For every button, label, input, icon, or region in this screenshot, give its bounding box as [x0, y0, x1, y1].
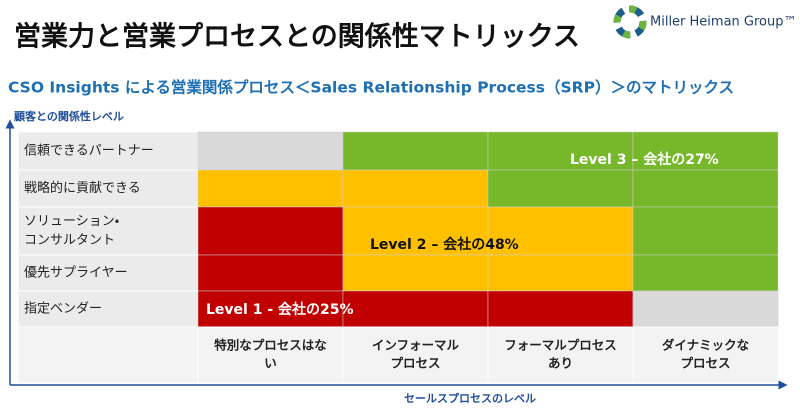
- corner-cell: [17, 326, 199, 384]
- matrix-cell: [632, 290, 779, 328]
- column-label: インフォーマル: [372, 338, 460, 353]
- column-label: フォーマルプロセス: [504, 338, 617, 353]
- title: 営業力と営業プロセスとの関係性マトリックス: [14, 21, 580, 53]
- matrix: 信頼できるパートナー戦略的に貢献できるソリューション・コンサルタント優先サプライ…: [17, 131, 779, 384]
- matrix-cell: [487, 290, 634, 328]
- matrix-cell: [487, 169, 634, 208]
- column-label: ダイナミックな: [662, 338, 749, 353]
- column-label-cell: [632, 326, 779, 384]
- column-label-cell: [487, 326, 634, 384]
- row-label-cell: [17, 131, 199, 171]
- row-label-cell: [17, 169, 199, 208]
- row-label: 戦略的に貢献できる: [24, 180, 141, 196]
- row-label-cell: [17, 290, 199, 328]
- matrix-cell: [342, 131, 489, 171]
- matrix-cell: [632, 131, 779, 171]
- row-label: 指定ベンダー: [24, 302, 102, 317]
- logo-mark-accent: [613, 5, 647, 39]
- matrix-cell: [342, 206, 489, 256]
- matrix-cell: [487, 254, 634, 292]
- level-label: Level 1 - 会社の25%: [206, 301, 354, 318]
- logo-text: Miller Heiman Group™: [650, 15, 797, 30]
- matrix-cell: [342, 254, 489, 292]
- matrix-cell: [197, 131, 344, 171]
- matrix-cell: [197, 254, 344, 292]
- logo: Miller Heiman Group™: [613, 5, 797, 39]
- matrix-cell: [632, 254, 779, 292]
- level-label: Level 2 – 会社の48%: [370, 236, 519, 253]
- column-label: 特別なプロセスはな: [214, 338, 327, 353]
- matrix-cell: [632, 206, 779, 256]
- level-label: Level 3 – 会社の27%: [570, 151, 719, 168]
- row-label-cell: [17, 206, 199, 256]
- x-axis-label: セールスプロセスのレベル: [404, 391, 536, 405]
- logo-mark: [613, 5, 647, 39]
- matrix-cell: [197, 206, 344, 256]
- matrix-cell: [197, 290, 344, 328]
- column-label: あり: [548, 356, 573, 371]
- matrix-cell: [632, 169, 779, 208]
- row-label: コンサルタント: [24, 233, 115, 248]
- row-label: 信頼できるパートナー: [24, 143, 154, 159]
- y-axis-label: 顧客との関係性レベル: [14, 109, 124, 123]
- subtitle: CSO Insights による営業関係プロセス＜Sales Relations…: [8, 78, 734, 97]
- column-label: プロセス: [390, 356, 440, 371]
- column-label-cell: [197, 326, 344, 384]
- row-label: ソリューション・: [24, 214, 119, 229]
- column-label: プロセス: [680, 356, 730, 371]
- matrix-cell: [487, 206, 634, 256]
- matrix-cell: [342, 169, 489, 208]
- matrix-cell: [342, 290, 489, 328]
- matrix-cell: [197, 169, 344, 208]
- column-label: い: [264, 356, 277, 371]
- column-label-cell: [342, 326, 489, 384]
- row-label: 優先サプライヤー: [24, 266, 128, 281]
